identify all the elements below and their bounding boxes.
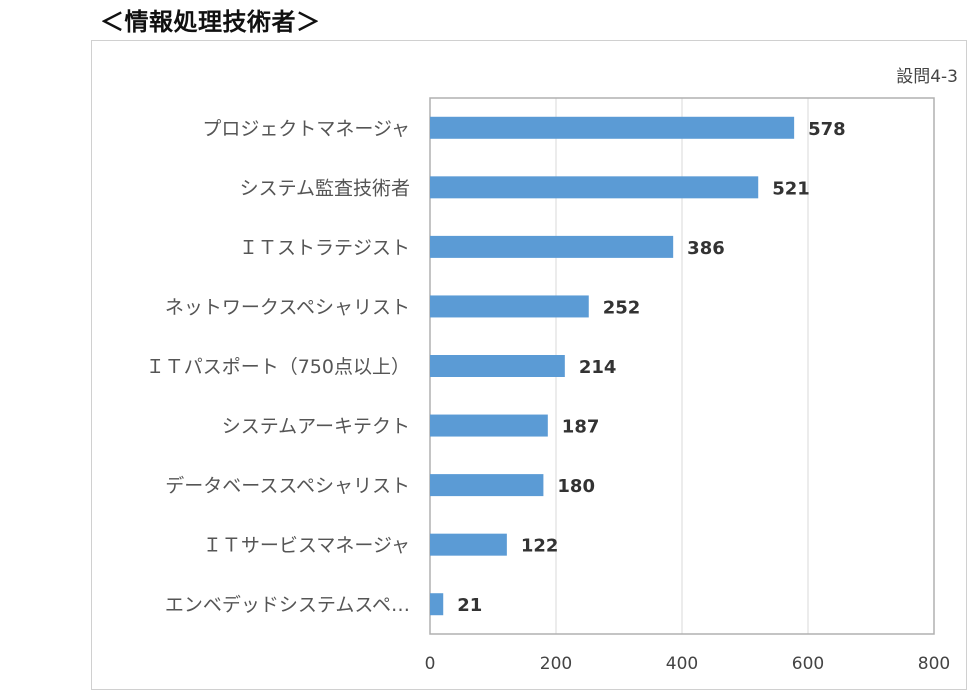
category-label-9: エンベデッドシステムスペ… bbox=[165, 594, 410, 616]
value-label-8: 122 bbox=[521, 536, 559, 557]
x-tick-label-2: 400 bbox=[666, 654, 698, 674]
category-label-3: ＩＴストラテジスト bbox=[239, 237, 410, 259]
category-label-8: ＩＴサービスマネージャ bbox=[203, 535, 410, 557]
value-label-6: 187 bbox=[562, 417, 600, 438]
category-label-2: システム監査技術者 bbox=[240, 177, 410, 199]
x-tick-label-0: 0 bbox=[425, 654, 436, 674]
value-label-7: 180 bbox=[557, 476, 595, 497]
value-label-1: 578 bbox=[808, 119, 846, 140]
x-tick-label-1: 200 bbox=[540, 654, 572, 674]
x-tick-label-4: 800 bbox=[918, 654, 950, 674]
category-label-6: システムアーキテクト bbox=[222, 416, 410, 438]
value-label-2: 521 bbox=[772, 178, 810, 199]
value-label-3: 386 bbox=[687, 238, 725, 259]
bar-5 bbox=[430, 355, 565, 377]
bar-9 bbox=[430, 593, 444, 616]
bar-6 bbox=[430, 414, 548, 437]
bar-1 bbox=[430, 116, 795, 139]
category-label-5: ＩＴパスポート（750点以上） bbox=[146, 356, 410, 378]
x-tick-label-3: 600 bbox=[792, 654, 824, 674]
value-label-4: 252 bbox=[603, 297, 641, 318]
bar-4 bbox=[430, 295, 589, 318]
bar-8 bbox=[430, 533, 507, 556]
bar-3 bbox=[430, 235, 674, 258]
category-label-4: ネットワークスペシャリスト bbox=[165, 296, 410, 318]
bar-2 bbox=[430, 176, 759, 199]
value-label-5: 214 bbox=[579, 357, 617, 378]
category-label-1: プロジェクトマネージャ bbox=[202, 118, 410, 140]
corner-label: 設問4-3 bbox=[896, 67, 958, 87]
chart-frame bbox=[91, 40, 967, 690]
category-label-7: データベーススペシャリスト bbox=[165, 475, 410, 497]
bar-7 bbox=[430, 474, 544, 497]
page-heading: ＜情報処理技術者＞ bbox=[100, 8, 321, 36]
value-label-9: 21 bbox=[457, 595, 482, 616]
